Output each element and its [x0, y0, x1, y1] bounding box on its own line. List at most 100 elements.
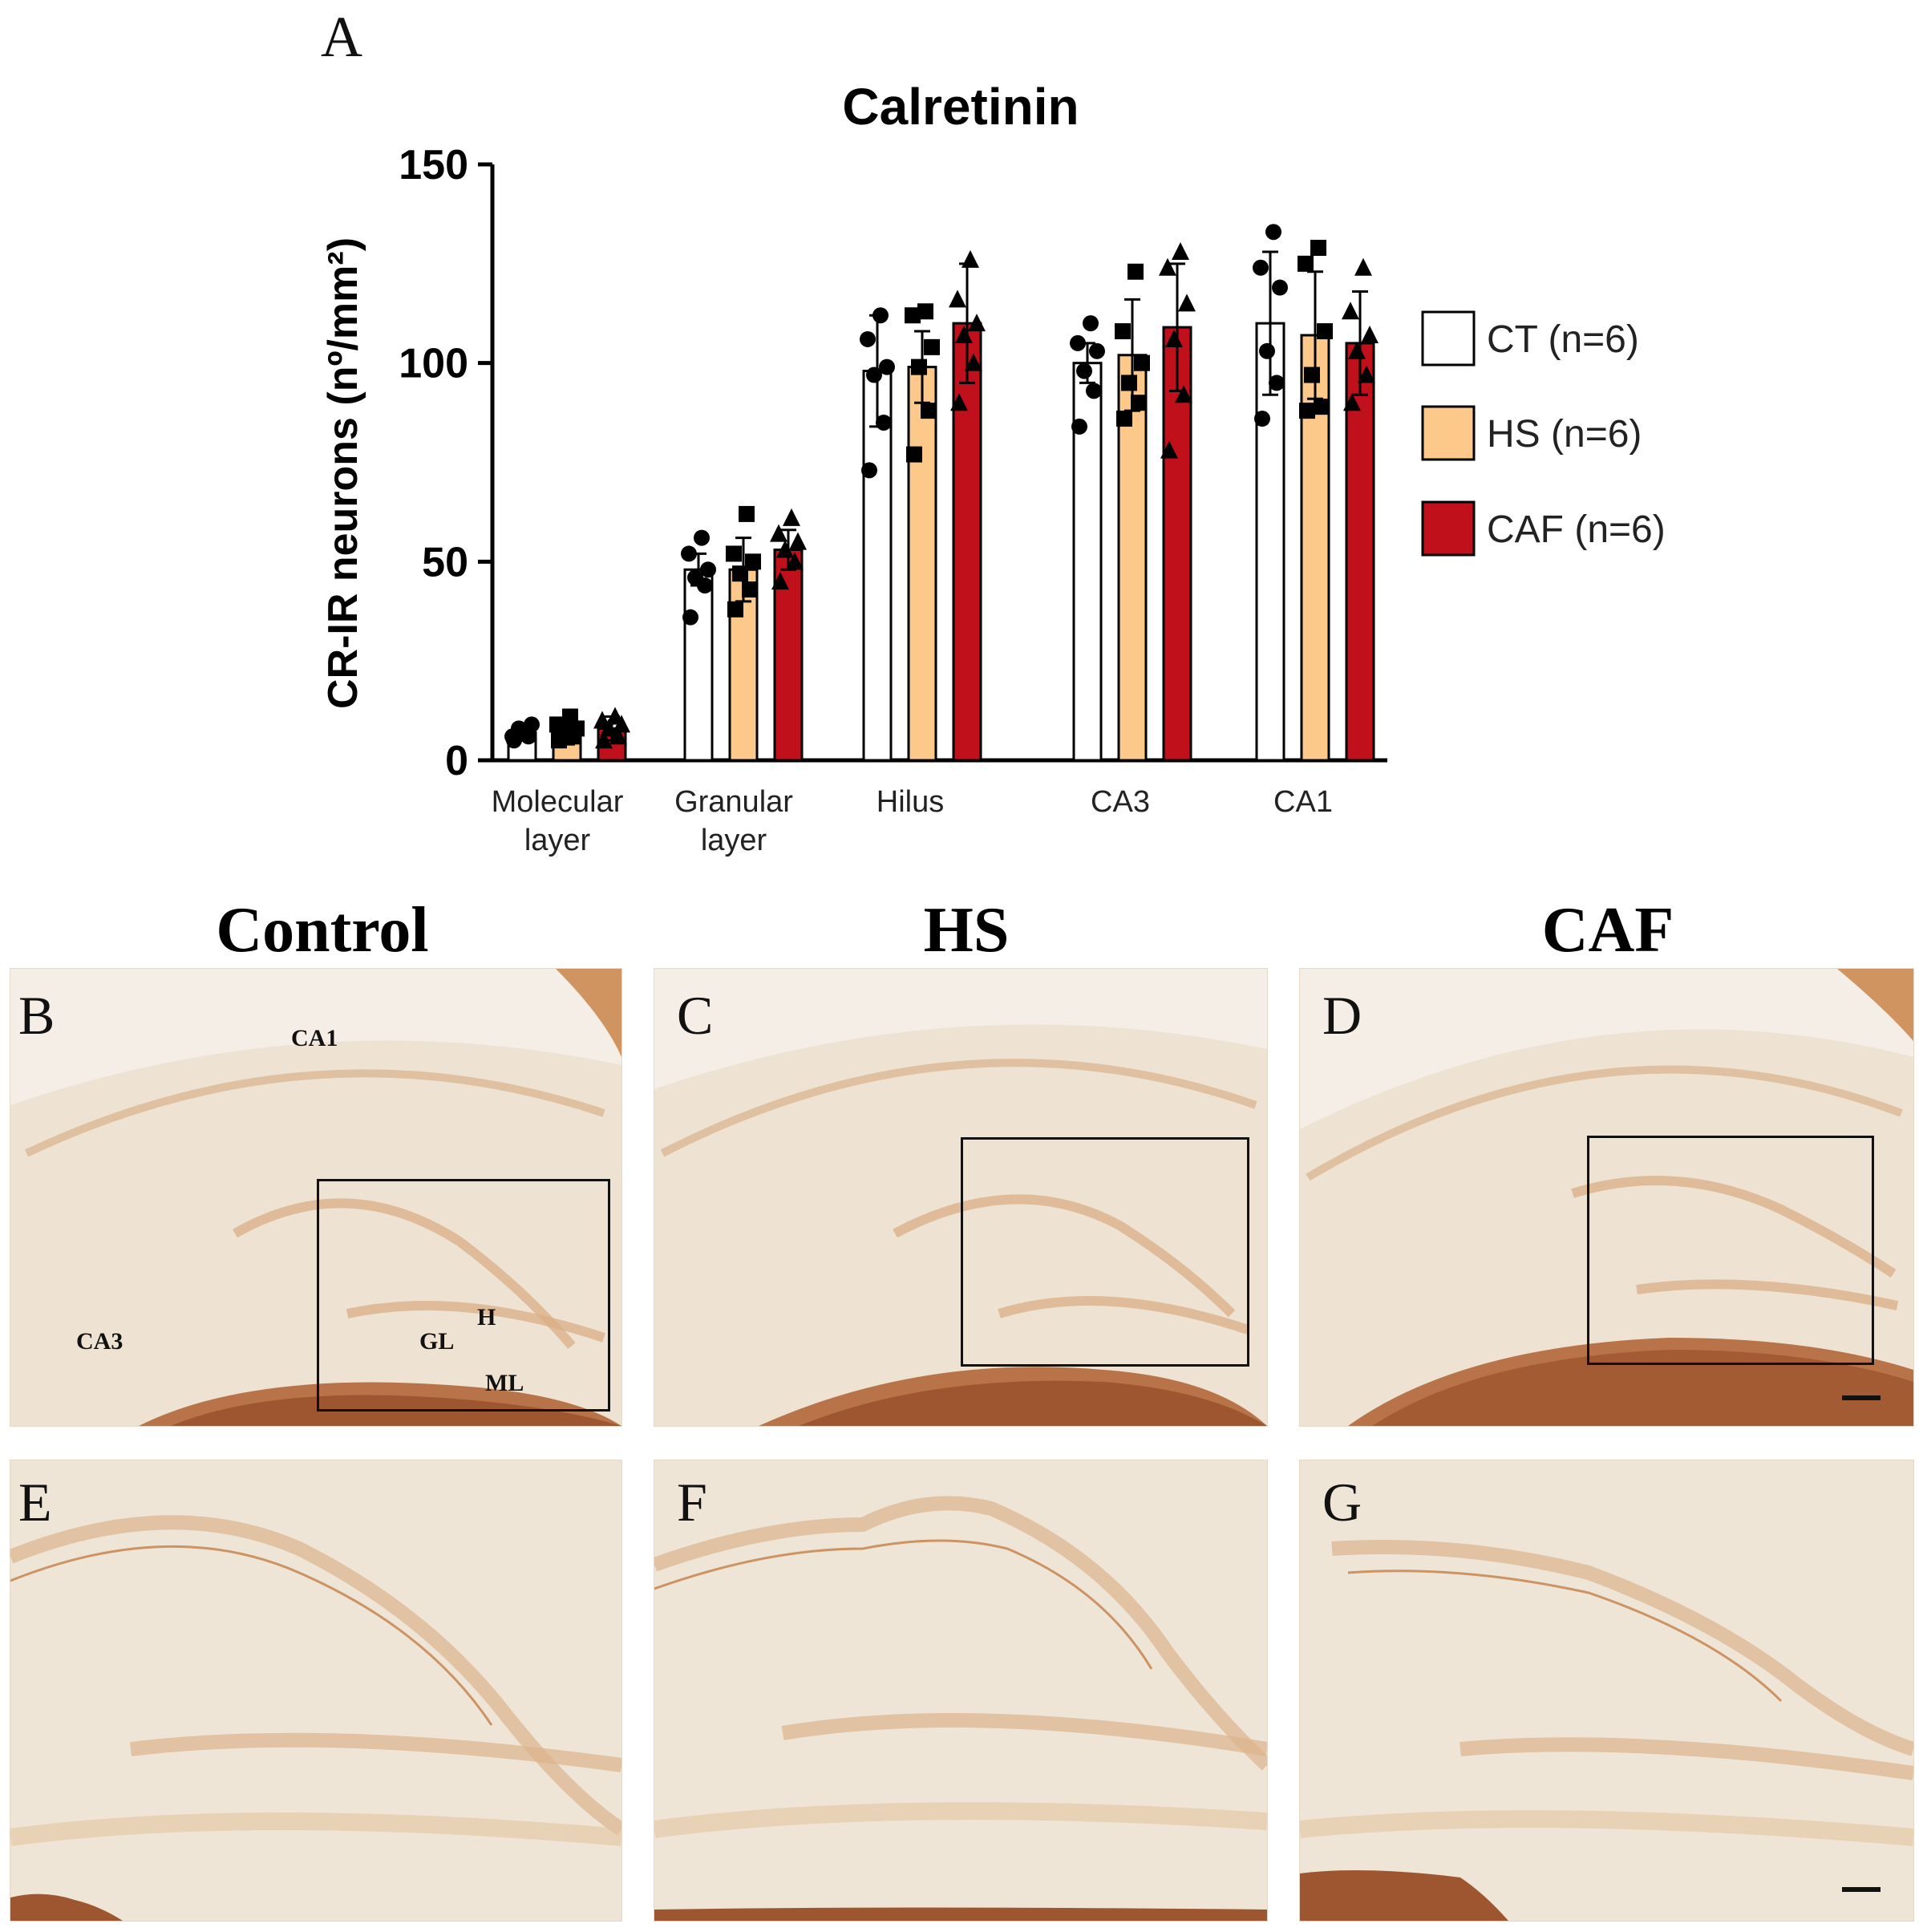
x-tick-label-2-0: Hilus [877, 785, 944, 819]
bar-ct-2 [862, 370, 893, 762]
histology-panel-e: E [10, 1460, 622, 1922]
panel-letter-c: C [677, 985, 714, 1046]
legend-label-ct: CT (n=6) [1487, 318, 1639, 361]
legend-label-hs: HS (n=6) [1487, 413, 1642, 456]
data-point-caf-0-5 [606, 707, 624, 725]
data-point-caf-3-0 [1160, 440, 1178, 459]
data-point-ct-4-1 [1269, 375, 1285, 391]
data-point-ct-1-0 [682, 609, 698, 626]
data-point-hs-3-0 [1116, 411, 1132, 427]
y-tick-label-150: 150 [399, 142, 468, 188]
data-point-caf-3-5 [1172, 241, 1189, 260]
data-point-ct-3-4 [1070, 334, 1086, 351]
data-point-hs-2-0 [906, 446, 922, 463]
data-point-hs-4-1 [1314, 399, 1330, 415]
data-point-caf-2-4 [949, 290, 966, 308]
panel-letter-g: G [1322, 1472, 1362, 1533]
column-title-control: Control [216, 895, 429, 966]
data-point-hs-1-5 [739, 505, 755, 522]
calretinin-bar-chart: Calretinin CR-IR neurons (nº/mm²) 0 50 100 15… [320, 78, 1666, 857]
panel-letter-a: A [321, 5, 362, 69]
data-point-caf-4-3 [1361, 325, 1379, 343]
bar-ct-1 [683, 568, 714, 762]
column-title-caf: CAF [1541, 895, 1674, 966]
data-point-caf-1-0 [771, 572, 789, 590]
histology-panel-b: CA1 CA3 H GL ML B [10, 968, 622, 1427]
legend-label-caf: CAF (n=6) [1487, 508, 1666, 551]
data-point-hs-1-1 [742, 581, 758, 598]
data-point-ct-3-1 [1086, 383, 1102, 399]
data-point-ct-1-2 [687, 569, 703, 586]
data-point-ct-0-4 [504, 728, 520, 745]
histology-panel-d: D [1299, 968, 1914, 1427]
panel-letter-e: E [18, 1472, 52, 1533]
data-point-caf-2-0 [950, 393, 968, 411]
data-point-caf-4-0 [1343, 393, 1361, 411]
data-point-ct-2-2 [866, 367, 882, 383]
region-label-ml: ML [485, 1370, 524, 1396]
data-point-ct-4-2 [1259, 342, 1275, 359]
legend-swatch-caf [1421, 500, 1476, 557]
data-point-ct-0-5 [517, 724, 533, 741]
data-point-ct-4-0 [1254, 411, 1270, 427]
data-point-hs-1-2 [732, 565, 748, 582]
data-point-caf-3-3 [1178, 294, 1196, 312]
data-point-hs-2-3 [924, 338, 940, 355]
y-axis-label: CR-IR neurons (nº/mm²) [320, 237, 366, 709]
x-tick-label-0-1: layer [524, 824, 591, 857]
x-tick-label-3-0: CA3 [1091, 785, 1150, 819]
data-point-hs-4-0 [1299, 403, 1315, 419]
data-point-caf-4-2 [1348, 341, 1366, 359]
region-label-ca1: CA1 [291, 1025, 338, 1051]
panel-letter-f: F [677, 1472, 707, 1533]
data-point-hs-3-3 [1134, 354, 1150, 371]
x-tick-label-1-1: layer [701, 824, 767, 857]
data-point-hs-3-5 [1128, 263, 1144, 280]
data-point-ct-2-5 [872, 307, 889, 324]
data-point-caf-2-3 [968, 314, 986, 332]
x-tick-label-4-0: CA1 [1273, 785, 1333, 819]
inset-box-b [317, 1179, 610, 1412]
histology-panel-g: G [1299, 1460, 1914, 1922]
data-point-hs-2-1 [921, 403, 937, 419]
data-point-ct-4-4 [1253, 259, 1269, 276]
data-point-hs-2-2 [911, 358, 927, 375]
data-point-hs-2-4 [905, 307, 921, 324]
bar-caf-2 [952, 322, 982, 762]
data-point-caf-1-1 [786, 552, 804, 570]
region-label-ca3: CA3 [76, 1328, 123, 1355]
y-tick-label-100: 100 [399, 341, 468, 387]
data-point-hs-3-4 [1115, 323, 1131, 340]
data-point-ct-2-1 [876, 414, 892, 431]
data-point-caf-1-5 [783, 508, 800, 526]
data-point-ct-2-3 [879, 358, 895, 375]
inset-box-d [1587, 1136, 1874, 1365]
histology-image-b [10, 969, 621, 1426]
data-point-caf-2-2 [955, 325, 973, 343]
bar-ct-4 [1255, 322, 1285, 762]
data-point-hs-1-0 [727, 601, 743, 618]
data-point-hs-0-5 [562, 708, 578, 725]
scale-bar-g [1842, 1887, 1881, 1892]
legend-swatch-hs [1421, 405, 1476, 461]
data-point-ct-1-5 [694, 529, 710, 546]
region-label-h: H [477, 1304, 496, 1331]
data-point-hs-1-4 [726, 545, 742, 562]
data-point-ct-4-3 [1272, 279, 1288, 296]
data-point-ct-2-4 [860, 330, 876, 347]
histology-image-g [1300, 1460, 1913, 1921]
panel-letter-d: D [1322, 985, 1362, 1046]
data-point-caf-1-3 [789, 532, 807, 550]
data-point-hs-4-4 [1298, 255, 1314, 272]
data-point-ct-3-3 [1089, 342, 1105, 359]
data-point-caf-4-4 [1342, 302, 1359, 320]
data-point-hs-2-5 [917, 303, 933, 320]
x-tick-label-0-0: Molecular [492, 785, 624, 819]
histology-image-d [1300, 969, 1913, 1426]
data-point-caf-2-1 [965, 353, 982, 371]
data-point-caf-1-4 [770, 524, 787, 542]
data-point-ct-4-5 [1265, 224, 1281, 241]
data-point-caf-3-4 [1159, 257, 1176, 276]
column-title-hs: HS [923, 895, 1010, 966]
chart-title: Calretinin [842, 78, 1079, 136]
